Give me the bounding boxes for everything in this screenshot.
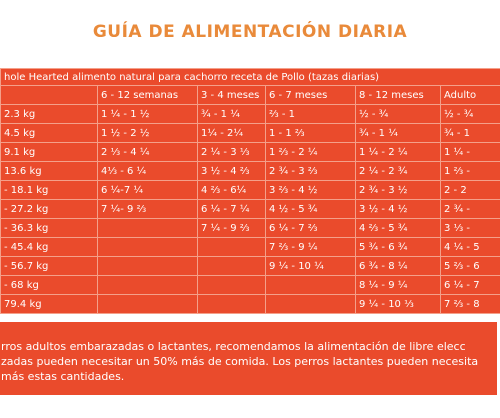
cell: 3 ⅔ - 4 ½: [265, 180, 356, 200]
cell: 1 - 1 ⅔: [265, 123, 356, 143]
cell: [97, 237, 198, 257]
cell: [97, 294, 198, 314]
cell: ¾ - 1: [439, 123, 500, 143]
cell: 1 ⅔ -: [439, 161, 500, 181]
cell: 5 ¾ - 6 ¾: [355, 237, 441, 257]
note-line: rros adultos embarazadas o lactantes, re…: [1, 340, 466, 353]
header-cell: 6 - 12 semanas: [97, 85, 198, 105]
cell: ½ - ¾: [355, 104, 441, 124]
cell: 7 ⅔ - 8: [439, 294, 500, 314]
weight-cell: 79.4 kg: [0, 294, 98, 314]
cell: 3 ½ - 4 ½: [355, 199, 441, 219]
cell: 6 ¼-7 ¼: [97, 180, 198, 200]
cell: 2 ¼ - 3 ⅓: [197, 142, 266, 162]
cell: 2 - 2: [439, 180, 500, 200]
cell: 1 ¼ - 1 ½: [97, 104, 198, 124]
cell: [197, 237, 266, 257]
cell: 6 ¼ - 7 ⅔: [265, 218, 356, 238]
header-cell: [0, 85, 98, 105]
cell: 7 ⅔ - 9 ¼: [265, 237, 356, 257]
cell: 1 ½ - 2 ½: [97, 123, 198, 143]
cell: 1 ¼ -: [439, 142, 500, 162]
cell: [265, 275, 356, 295]
cell: ⅔ - 1: [265, 104, 356, 124]
cell: [197, 275, 266, 295]
cell: 1 ¼ - 2 ¼: [355, 142, 441, 162]
cell: 9 ¼ - 10 ⅓: [355, 294, 441, 314]
weight-cell: - 56.7 kg: [0, 256, 98, 276]
cell: 2 ⅓ - 4 ¼: [97, 142, 198, 162]
weight-cell: 4.5 kg: [0, 123, 98, 143]
cell: 1 ⅔ - 2 ¼: [265, 142, 356, 162]
weight-cell: - 68 kg: [0, 275, 98, 295]
cell: 6 ¼ - 7: [439, 275, 500, 295]
cell: ¾ - 1 ¼: [197, 104, 266, 124]
caption-row: hole Hearted alimento natural para cacho…: [0, 68, 500, 86]
cell: [197, 256, 266, 276]
header-cell: 6 - 7 meses: [265, 85, 356, 105]
caption: hole Hearted alimento natural para cacho…: [0, 68, 500, 86]
cell: 2 ¾ - 3 ⅔: [265, 161, 356, 181]
cell: 4 ⅔ - 6¼: [197, 180, 266, 200]
cell: 5 ⅔ - 6: [439, 256, 500, 276]
cell: 9 ¼ - 10 ¼: [265, 256, 356, 276]
header-row: 6 - 12 semanas 3 - 4 meses 6 - 7 meses 8 - …: [0, 85, 500, 105]
cell: 6 ¼ - 7 ¼: [197, 199, 266, 219]
weight-cell: - 36.3 kg: [0, 218, 98, 238]
cell: 2 ¾ - 3 ½: [355, 180, 441, 200]
weight-cell: 13.6 kg: [0, 161, 98, 181]
weight-cell: - 27.2 kg: [0, 199, 98, 219]
note: rros adultos embarazadas o lactantes, re…: [0, 322, 497, 395]
cell: 6 ¾ - 8 ¼: [355, 256, 441, 276]
cell: 3 ½ - 4 ⅔: [197, 161, 266, 181]
cell: 3 ⅓ -: [439, 218, 500, 238]
weight-cell: 2.3 kg: [0, 104, 98, 124]
cell: ½ - ¾: [439, 104, 500, 124]
cell: 2 ¾ -: [439, 199, 500, 219]
note-line: zadas pueden necesitar un 50% más de com…: [1, 355, 479, 368]
cell: ¾ - 1 ¼: [355, 123, 441, 143]
cell: [97, 275, 198, 295]
cell: [97, 256, 198, 276]
feeding-table: hole Hearted alimento natural para cacho…: [0, 68, 500, 314]
cell: 4 ¼ - 5: [439, 237, 500, 257]
cell: 7 ¼- 9 ⅔: [97, 199, 198, 219]
cell: 1¼ - 2¼: [197, 123, 266, 143]
cell: 8 ¼ - 9 ¼: [355, 275, 441, 295]
weight-cell: 9.1 kg: [0, 142, 98, 162]
cell: [265, 294, 356, 314]
header-cell: 8 - 12 meses: [355, 85, 441, 105]
note-line: más estas cantidades.: [1, 370, 125, 383]
title: GUÍA DE ALIMENTACIÓN DIARIA: [92, 22, 408, 42]
weight-cell: - 45.4 kg: [0, 237, 98, 257]
cell: 4⅓ - 6 ¼: [97, 161, 198, 181]
weight-cell: - 18.1 kg: [0, 180, 98, 200]
cell: [97, 218, 198, 238]
cell: 7 ¼ - 9 ⅔: [197, 218, 266, 238]
cell: 2 ¼ - 2 ¾: [355, 161, 441, 181]
header-cell: 3 - 4 meses: [197, 85, 266, 105]
cell: 4 ½ - 5 ¾: [265, 199, 356, 219]
cell: 4 ⅔ - 5 ¾: [355, 218, 441, 238]
cell: [197, 294, 266, 314]
header-cell: Adulto: [439, 85, 500, 105]
